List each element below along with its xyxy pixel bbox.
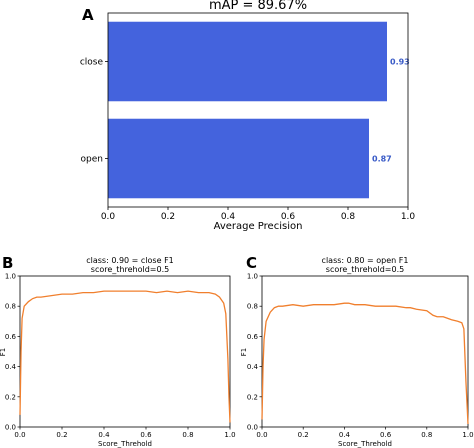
- chart-b-x-ticks: 0.0 0.2 0.4 0.6 0.8 1.0: [14, 427, 236, 439]
- chart-b-y-axis-label: F1: [0, 348, 7, 356]
- panel-letter-c: C: [246, 254, 257, 272]
- chart-a-title: mAP = 89.67%: [209, 0, 307, 13]
- chart-c-title-line2: score_threhold=0.5: [326, 265, 404, 274]
- chart-c-y-tick-label: 0.0: [247, 424, 258, 432]
- chart-c-x-tick-label: 0.8: [421, 431, 432, 439]
- chart-b-series-line: [19, 290, 231, 423]
- chart-b-x-tick-label: 0.8: [182, 431, 193, 439]
- chart-b-x-axis-label: Score_Threhold: [98, 440, 152, 448]
- chart-a-bar-open: [108, 118, 369, 199]
- chart-a-x-tick-label: 0.6: [281, 212, 296, 222]
- chart-a-frame: [107, 12, 409, 208]
- chart-b-y-ticks: 0.0 0.2 0.4 0.6 0.8 1.0: [5, 273, 20, 432]
- chart-b-y-tick-label: 0.2: [5, 393, 16, 401]
- chart-c-x-tick-label: 0.6: [380, 431, 392, 439]
- chart-a-x-tick-label: 0.8: [341, 212, 356, 222]
- chart-b-title-line2: score_threhold=0.5: [91, 265, 169, 274]
- chart-a-x-ticks: 0.0 0.2 0.4 0.6 0.8 1.0: [101, 207, 416, 222]
- chart-a-x-axis-label: Average Precision: [214, 221, 303, 232]
- chart-b-y-tick-label: 0.0: [5, 424, 16, 432]
- chart-b-x-tick-label: 0.4: [98, 431, 110, 439]
- chart-a-x-tick-label: 0.2: [161, 212, 175, 222]
- chart-b-x-tick-label: 0.2: [56, 431, 67, 439]
- chart-b: class: 0.90 = close F1 score_threhold=0.…: [0, 256, 236, 448]
- chart-c: class: 0.80 = open F1 score_threhold=0.5…: [240, 256, 474, 448]
- chart-b-x-tick-label: 0.6: [140, 431, 152, 439]
- chart-c-x-tick-label: 0.4: [339, 431, 351, 439]
- chart-c-x-tick-label: 1.0: [462, 431, 473, 439]
- chart-b-x-tick-label: 0.0: [14, 431, 25, 439]
- chart-a-bars: 0.93 0.87: [108, 21, 410, 199]
- chart-a-y-tick-label-open: open: [81, 155, 103, 165]
- chart-a-x-tick-label: 0.0: [101, 212, 116, 222]
- panel-letter-a: A: [82, 6, 94, 24]
- chart-a-data-label-close: 0.93: [390, 58, 410, 67]
- chart-c-frame: [261, 275, 469, 428]
- chart-a: mAP = 89.67% 0.93 0.87 0.0 0.2 0.4 0.6 0.8 1.0…: [80, 0, 416, 232]
- panel-letter-b: B: [2, 254, 13, 272]
- chart-a-data-label-open: 0.87: [372, 155, 392, 164]
- chart-c-x-tick-label: 0.2: [298, 431, 309, 439]
- chart-b-frame: [19, 275, 231, 428]
- chart-c-title-line1: class: 0.80 = open F1: [322, 256, 409, 265]
- chart-c-y-tick-label: 0.6: [247, 333, 259, 341]
- chart-c-x-tick-label: 0.0: [256, 431, 267, 439]
- chart-a-y-ticks: close open: [80, 58, 108, 165]
- chart-a-bar-close: [108, 21, 387, 102]
- chart-b-y-tick-label: 0.4: [5, 363, 17, 371]
- chart-b-title-line1: class: 0.90 = close F1: [86, 256, 174, 265]
- chart-c-y-tick-label: 0.4: [247, 363, 259, 371]
- chart-a-y-tick-label-close: close: [80, 58, 104, 68]
- chart-c-y-axis-label: F1: [240, 348, 248, 356]
- chart-b-y-tick-label: 1.0: [5, 273, 16, 281]
- chart-b-y-tick-label: 0.6: [5, 333, 17, 341]
- chart-c-y-tick-label: 1.0: [247, 273, 258, 281]
- chart-c-y-ticks: 0.0 0.2 0.4 0.6 0.8 1.0: [247, 273, 262, 432]
- chart-c-series-line: [261, 302, 469, 425]
- chart-c-y-tick-label: 0.8: [247, 303, 258, 311]
- chart-c-x-ticks: 0.0 0.2 0.4 0.6 0.8 1.0: [256, 427, 474, 439]
- chart-a-x-tick-label: 1.0: [401, 212, 416, 222]
- chart-a-x-tick-label: 0.4: [221, 212, 236, 222]
- chart-b-y-tick-label: 0.8: [5, 303, 16, 311]
- chart-c-x-axis-label: Score_Threhold: [338, 440, 392, 448]
- chart-b-x-tick-label: 1.0: [224, 431, 235, 439]
- chart-c-y-tick-label: 0.2: [247, 393, 258, 401]
